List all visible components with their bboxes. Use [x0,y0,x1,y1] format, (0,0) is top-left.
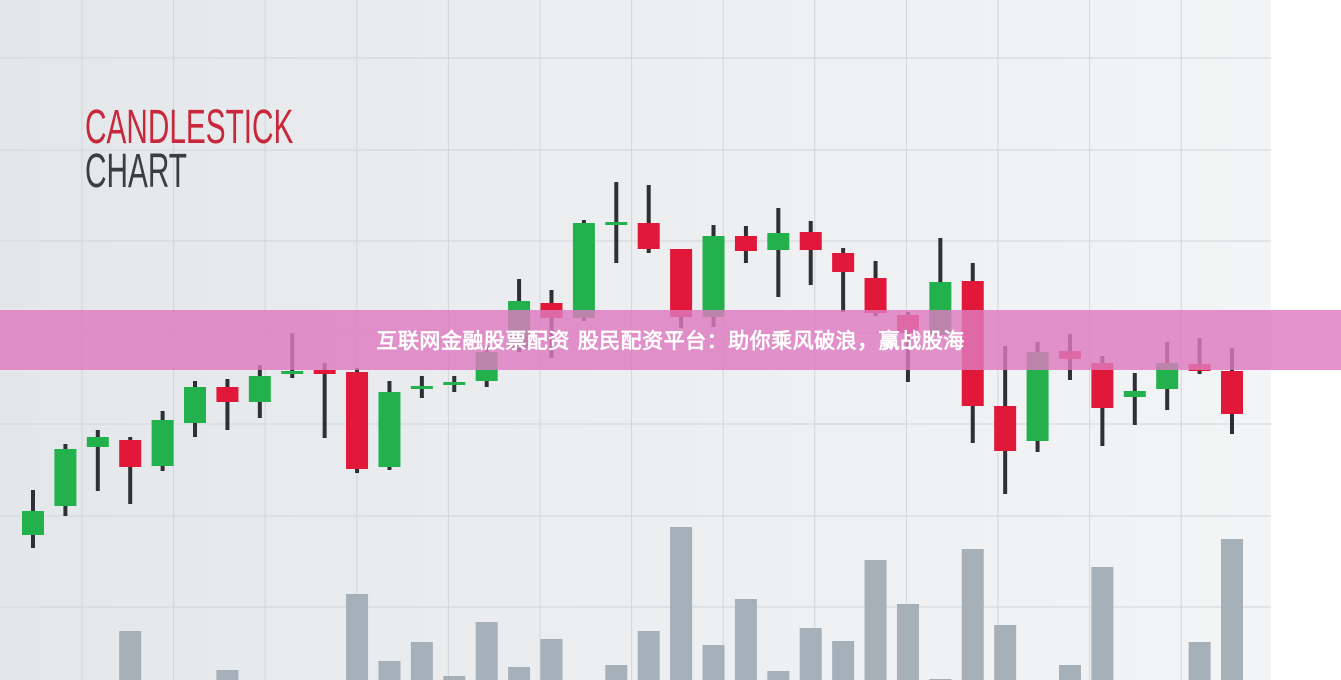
banner-text: 互联网金融股票配资 股民配资平台：助你乘风破浪，赢战股海 [376,329,965,353]
volume-bar [378,661,401,680]
candle-wick [1132,373,1137,425]
volume-bar [670,527,693,680]
volume-bar [540,639,563,680]
chart-title: CANDLESTICK [85,101,294,154]
candle-wick [808,221,813,285]
volume-bar [119,631,142,680]
candle-body-up [1026,352,1049,441]
volume-bar [1058,665,1081,680]
volume-bar [410,642,433,680]
volume-bar [508,667,531,680]
candle-body-down [994,406,1017,451]
candle-body-up [702,236,725,317]
candle-wick [128,437,133,504]
volume-bar [864,560,887,680]
volume-bar [767,671,790,680]
candle-wick [776,208,781,297]
volume-bar [1188,642,1211,680]
candle-wick [322,363,327,438]
candle-body-down [119,440,142,467]
candle-body-down [346,372,369,469]
volume-bar [702,645,725,680]
candle-wick [225,379,230,430]
candle-body-up [86,437,109,447]
candle-body-up [54,449,77,506]
volume-bar [832,641,855,680]
candle-body-down [832,253,855,272]
candle-body-up [378,392,401,467]
candle-body-down [216,387,239,402]
candle-body-down [734,236,757,251]
volume-bar [443,676,466,680]
candle-body-down [313,370,336,374]
volume-bar [994,625,1017,680]
volume-bar [734,599,757,680]
volume-bar [637,631,660,680]
volume-bar [216,670,239,680]
candle-body-down [864,278,887,313]
candle-body-down [799,232,822,250]
volume-bar [605,665,628,680]
volume-bar [896,604,919,680]
candle-body-up [605,222,628,225]
candle-body-up [151,420,174,466]
volume-bar [1221,539,1243,680]
volume-bar [1091,567,1114,680]
candle-body-up [184,387,207,423]
candle-wick [95,430,100,491]
candle-wick [646,185,651,253]
volume-bar [475,622,498,680]
candle-body-down [1221,371,1243,414]
candle-body-up [281,371,304,374]
candle-body-up [22,511,44,535]
candle-body-up [1123,391,1146,397]
candle-body-up [248,376,271,402]
candle-body-up [443,382,466,385]
chart-subtitle: CHART [85,145,187,198]
candle-body-down [637,223,660,249]
candle-body-up [410,386,433,389]
volume-bar [346,594,369,680]
candle-body-down [1091,363,1114,408]
candle-body-up [572,223,595,318]
candle-wick [841,248,846,312]
promo-banner: 互联网金融股票配资 股民配资平台：助你乘风破浪，赢战股海 [0,310,1341,370]
candle-body-up [767,233,790,250]
volume-bar [799,628,822,680]
candle-body-down [670,249,693,317]
volume-bar [961,549,984,680]
